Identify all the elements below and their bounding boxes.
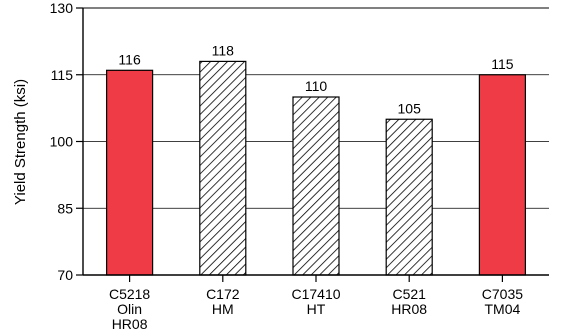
data-label: 116 — [118, 51, 141, 67]
x-category-label: C7035 TM04 — [482, 286, 523, 317]
bar-c172 — [199, 60, 247, 276]
bar-c5218 — [105, 69, 154, 276]
y-tick-label: 130 — [50, 0, 74, 16]
y-axis-title: Yield Strength (ksi) — [12, 79, 29, 205]
x-category-label: C172 HM — [206, 286, 240, 317]
x-category-label-line: C172 — [206, 286, 240, 302]
x-category-label-line: HT — [307, 301, 326, 317]
data-label: 115 — [491, 56, 514, 72]
x-category-label-line: C521 — [392, 286, 426, 302]
data-label: 105 — [398, 100, 422, 116]
y-tick-label: 85 — [57, 200, 73, 216]
x-category-label: C5218 Olin HR08 — [109, 286, 150, 332]
y-tick-label: 100 — [50, 134, 74, 150]
x-category-label-line: C7035 — [482, 286, 523, 302]
axes — [76, 7, 549, 282]
y-tick-label: 115 — [51, 67, 74, 83]
x-category-label: C521 HR08 — [391, 286, 427, 317]
x-category-label-line: HR08 — [112, 316, 148, 332]
bar-c17410 — [292, 96, 340, 276]
data-label: 118 — [212, 42, 235, 58]
x-category-label-line: HM — [212, 301, 234, 317]
data-labels: 116 118 110 105 115 — [118, 42, 513, 116]
x-category-label-line: C17410 — [291, 286, 340, 302]
y-tick-labels: 70 85 100 115 130 — [50, 0, 74, 283]
x-category-label-line: C5218 — [109, 286, 150, 302]
x-category-label-line: HR08 — [391, 301, 427, 317]
y-tick-label: 70 — [57, 267, 73, 283]
x-category-label-line: TM04 — [485, 301, 521, 317]
data-label: 110 — [305, 78, 328, 94]
x-category-label-line: Olin — [117, 301, 142, 317]
bars — [105, 60, 526, 276]
bar-c7035 — [478, 74, 526, 276]
x-category-label: C17410 HT — [291, 286, 340, 317]
bar-c521 — [385, 118, 433, 276]
